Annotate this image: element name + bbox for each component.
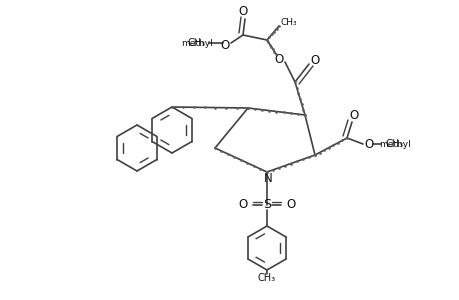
Text: O: O (310, 53, 319, 67)
Text: O: O (349, 109, 358, 122)
Text: CH₃: CH₃ (280, 17, 297, 26)
Text: O: O (238, 4, 247, 17)
Text: O: O (238, 199, 247, 212)
Text: O: O (286, 199, 295, 212)
Text: CH₃: CH₃ (188, 38, 206, 48)
Text: O: O (220, 38, 229, 52)
Text: S: S (263, 199, 270, 212)
Text: N: N (263, 172, 272, 185)
Text: methyl: methyl (181, 38, 213, 47)
Text: CH₃: CH₃ (257, 273, 275, 283)
Text: CH₃: CH₃ (385, 139, 403, 149)
Text: O: O (364, 137, 373, 151)
Text: methyl: methyl (378, 140, 410, 148)
Text: O: O (274, 52, 283, 65)
